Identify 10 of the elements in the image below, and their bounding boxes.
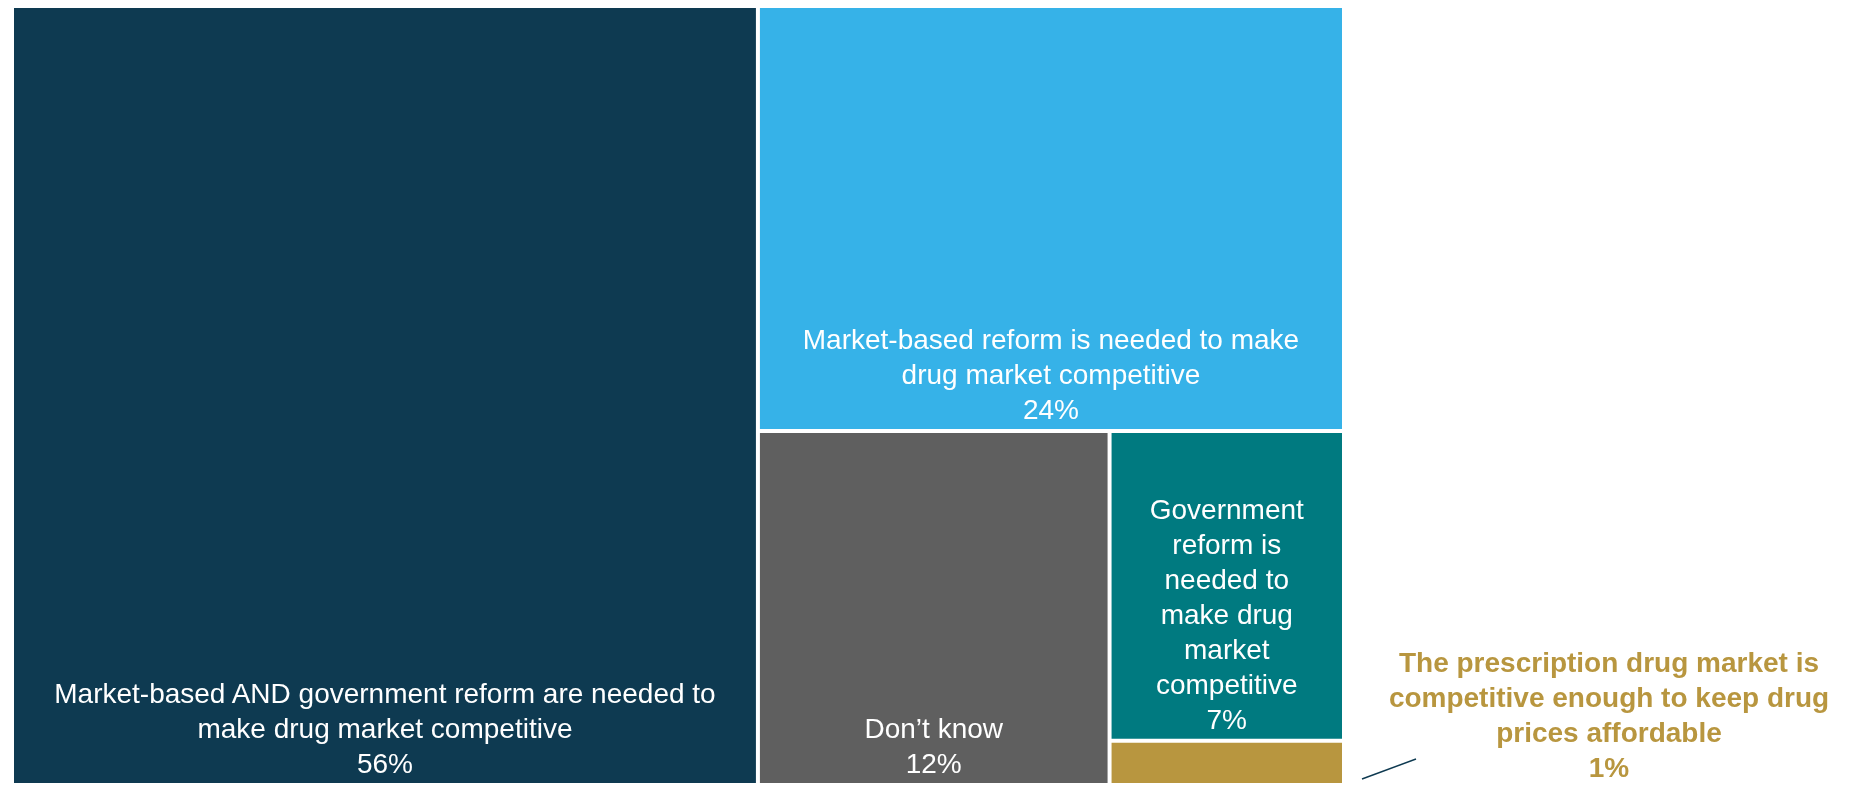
category-label: The prescription drug market is competitive enough to keep drug prices affordable — [1388, 647, 1830, 748]
data-label: 7% — [1206, 703, 1248, 735]
category-label: Don’t know — [864, 713, 1004, 744]
category-label: Market-based AND government reform are needed to make drug market competitive — [54, 678, 716, 744]
category-label: Market-based reform is needed to make drug market competitive — [802, 323, 1300, 390]
data-label: 24% — [1022, 393, 1079, 425]
data-label: 1% — [1588, 752, 1630, 783]
data-label: 56% — [356, 748, 413, 779]
data-label: 12% — [905, 748, 962, 779]
category-label: Government reform is needed to make drug market competitive — [1149, 493, 1305, 700]
